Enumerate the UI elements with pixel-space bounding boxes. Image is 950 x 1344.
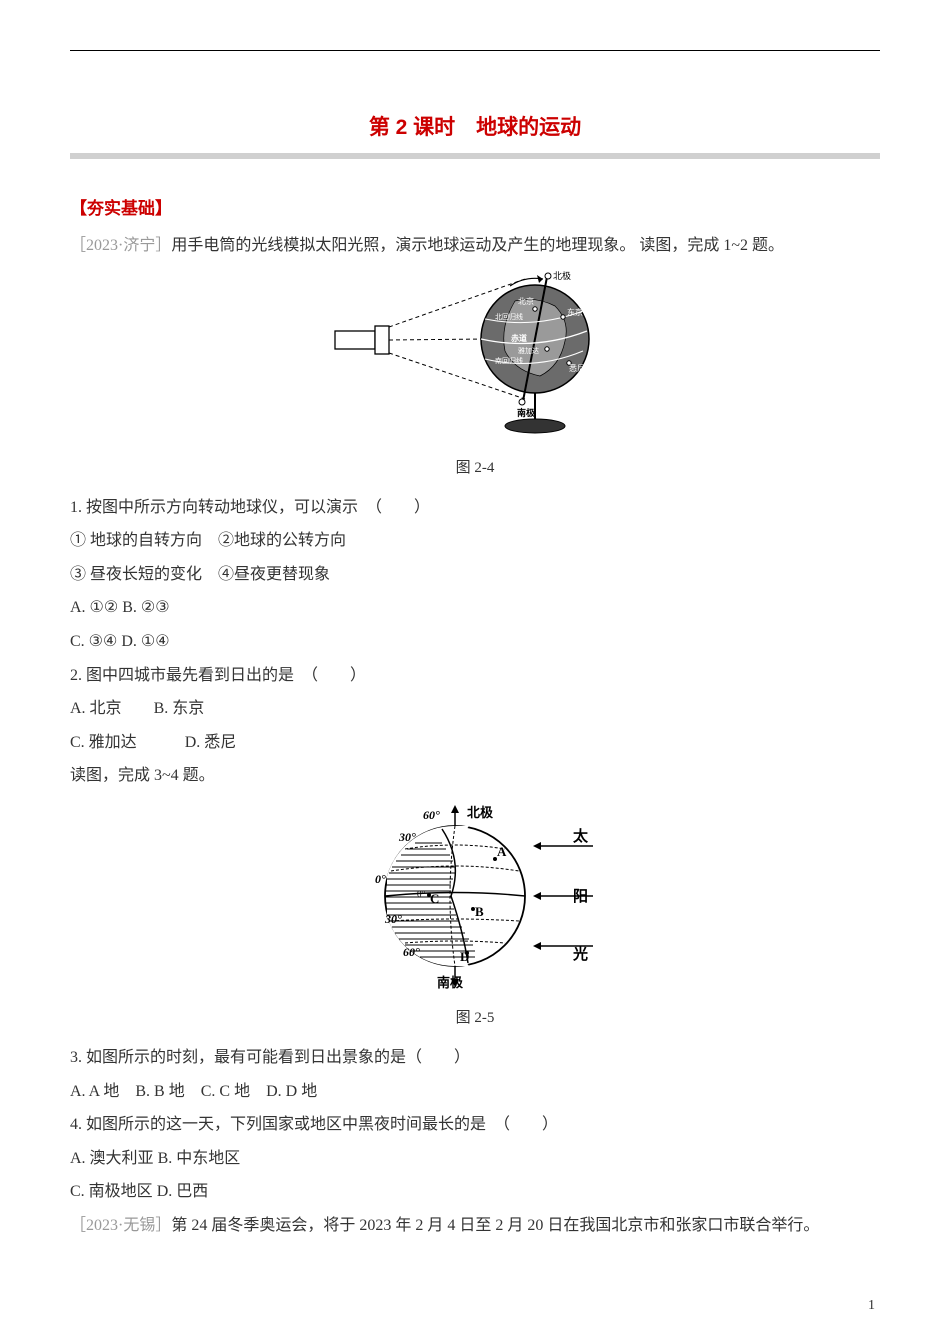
q3-optD: D. D 地 (266, 1083, 317, 1100)
page-number: 1 (868, 1298, 875, 1314)
svg-text:0°: 0° (375, 872, 386, 886)
svg-text:悉尼: 悉尼 (569, 363, 585, 373)
q4-optA: A. 澳大利亚 (70, 1150, 154, 1167)
svg-text:A: A (497, 844, 507, 859)
figure-2-5: 60° 30° 0° 30° 60° 0° A B C D 北极 南极 (70, 801, 880, 996)
figure-2-5-caption: 图 2-5 (70, 1006, 880, 1027)
svg-text:南极: 南极 (437, 975, 464, 990)
q3-optA: A. A 地 (70, 1083, 119, 1100)
svg-text:30°: 30° (384, 912, 402, 926)
q4-row1: A. 澳大利亚 B. 中东地区 (70, 1142, 880, 1176)
svg-text:D: D (460, 949, 469, 964)
q3-optC: C. C 地 (201, 1083, 250, 1100)
page: 第 2 课时 地球的运动 【夯实基础】 ［2023·济宁］用手电筒的光线模拟太阳… (0, 0, 950, 1344)
figure-2-4: 北极 北京 北回归线 东京 赤道 雅加达 南回归线 悉尼 南极 (70, 271, 880, 446)
svg-text:赤道: 赤道 (511, 333, 527, 343)
svg-text:B: B (475, 904, 484, 919)
svg-text:60°: 60° (403, 945, 420, 959)
q3-options: A. A 地 B. B 地 C. C 地 D. D 地 (70, 1075, 880, 1109)
svg-text:太: 太 (573, 827, 589, 845)
q1-optC: C. ③④ (70, 633, 117, 650)
svg-text:北极: 北极 (553, 271, 571, 281)
q1-stem: 1. 按图中所示方向转动地球仪，可以演示 （ ） (70, 491, 880, 525)
intro-3: ［2023·无锡］第 24 届冬季奥运会，将于 2023 年 2 月 4 日至 … (70, 1209, 880, 1243)
intro-2: 读图，完成 3~4 题。 (70, 759, 880, 793)
q1-optA: A. ①② (70, 599, 118, 616)
lesson-title: 第 2 课时 地球的运动 (369, 116, 581, 139)
intro-3-text: 第 24 届冬季奥运会，将于 2023 年 2 月 4 日至 2 月 20 日在… (171, 1217, 819, 1234)
q2-optB: B. 东京 (154, 700, 205, 717)
q2-stem: 2. 图中四城市最先看到日出的是 （ ） (70, 659, 880, 693)
q1-optB: B. ②③ (122, 599, 169, 616)
q1-row2: C. ③④ D. ①④ (70, 625, 880, 659)
svg-text:北极: 北极 (467, 805, 494, 820)
svg-text:0°: 0° (417, 889, 426, 899)
q4-optD: D. 巴西 (157, 1183, 209, 1200)
q3-optB: B. B 地 (135, 1083, 184, 1100)
source-tag-1: ［2023·济宁］ (70, 237, 171, 254)
source-tag-3: ［2023·无锡］ (70, 1217, 171, 1234)
svg-text:北京: 北京 (518, 296, 534, 306)
q1-sub1: ① 地球的自转方向 ②地球的公转方向 (70, 524, 880, 558)
q2-row2: C. 雅加达 D. 悉尼 (70, 726, 880, 760)
top-rule (70, 50, 880, 51)
q4-stem: 4. 如图所示的这一天，下列国家或地区中黑夜时间最长的是 （ ） (70, 1108, 880, 1142)
q1-optD: D. ①④ (121, 633, 169, 650)
svg-text:东京: 东京 (567, 307, 583, 317)
figure-2-4-caption: 图 2-4 (70, 456, 880, 477)
title-rule (70, 153, 880, 159)
q4-optB: B. 中东地区 (158, 1150, 241, 1167)
svg-text:南回归线: 南回归线 (495, 356, 523, 365)
svg-text:雅加达: 雅加达 (518, 346, 539, 355)
globe-sunlight-diagram: 60° 30° 0° 30° 60° 0° A B C D 北极 南极 (345, 801, 605, 991)
q2-optD: D. 悉尼 (185, 734, 237, 751)
intro-1: ［2023·济宁］用手电筒的光线模拟太阳光照，演示地球运动及产生的地理现象。 读… (70, 229, 880, 263)
q1-row1: A. ①② B. ②③ (70, 591, 880, 625)
title-block: 第 2 课时 地球的运动 (70, 111, 880, 141)
q2-optC: C. 雅加达 (70, 734, 137, 751)
intro-1-text: 用手电筒的光线模拟太阳光照，演示地球运动及产生的地理现象。 读图，完成 1~2 … (171, 237, 784, 254)
svg-text:阳: 阳 (573, 888, 588, 905)
svg-text:南极: 南极 (517, 407, 536, 418)
svg-text:60°: 60° (423, 808, 440, 822)
section-heading: 【夯实基础】 (70, 194, 880, 219)
q4-optC: C. 南极地区 (70, 1183, 153, 1200)
q4-row2: C. 南极地区 D. 巴西 (70, 1175, 880, 1209)
q1-sub2: ③ 昼夜长短的变化 ④昼夜更替现象 (70, 558, 880, 592)
q2-optA: A. 北京 (70, 700, 122, 717)
svg-text:C: C (430, 891, 439, 906)
q3-stem: 3. 如图所示的时刻，最有可能看到日出景象的是（ ） (70, 1041, 880, 1075)
svg-text:北回归线: 北回归线 (495, 312, 523, 321)
svg-text:光: 光 (572, 945, 588, 963)
q2-row1: A. 北京 B. 东京 (70, 692, 880, 726)
globe-flashlight-diagram: 北极 北京 北回归线 东京 赤道 雅加达 南回归线 悉尼 南极 (325, 271, 625, 441)
svg-text:30°: 30° (398, 830, 416, 844)
